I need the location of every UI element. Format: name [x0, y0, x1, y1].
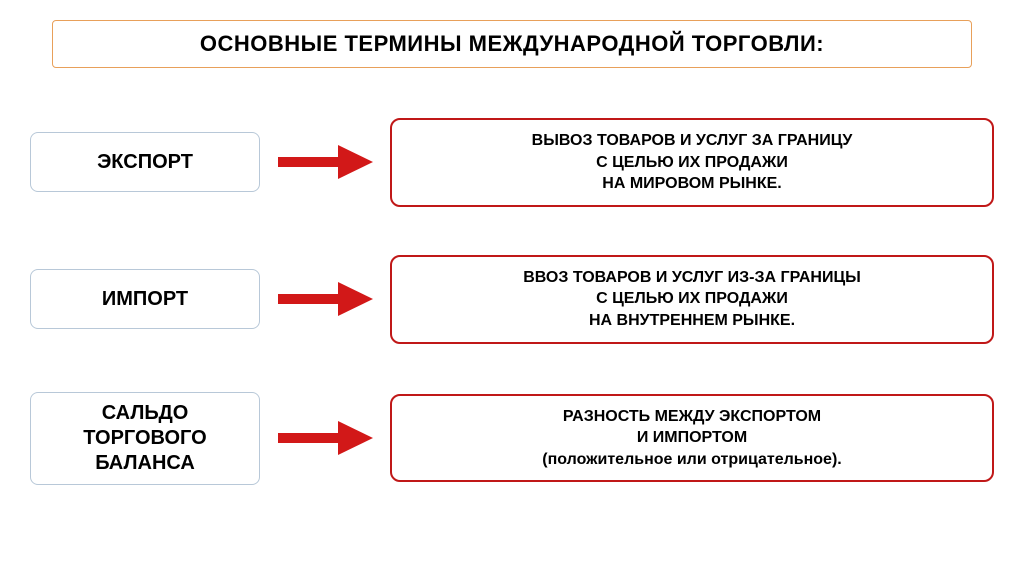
- definition-text: ВВОЗ ТОВАРОВ И УСЛУГ ИЗ-ЗА ГРАНИЦЫ С ЦЕЛ…: [523, 267, 861, 332]
- term-label: ЭКСПОРТ: [97, 150, 193, 175]
- term-box-import: ИМПОРТ: [30, 269, 260, 329]
- definition-box-export: ВЫВОЗ ТОВАРОВ И УСЛУГ ЗА ГРАНИЦУ С ЦЕЛЬЮ…: [390, 118, 994, 207]
- term-box-balance: САЛЬДО ТОРГОВОГО БАЛАНСА: [30, 392, 260, 485]
- title-box: ОСНОВНЫЕ ТЕРМИНЫ МЕЖДУНАРОДНОЙ ТОРГОВЛИ:: [52, 20, 972, 68]
- page-title: ОСНОВНЫЕ ТЕРМИНЫ МЕЖДУНАРОДНОЙ ТОРГОВЛИ:: [73, 31, 951, 57]
- term-box-export: ЭКСПОРТ: [30, 132, 260, 192]
- definition-box-import: ВВОЗ ТОВАРОВ И УСЛУГ ИЗ-ЗА ГРАНИЦЫ С ЦЕЛ…: [390, 255, 994, 344]
- definition-box-balance: РАЗНОСТЬ МЕЖДУ ЭКСПОРТОМ И ИМПОРТОМ (пол…: [390, 394, 994, 483]
- arrow-right-icon: [278, 282, 373, 316]
- term-label: ИМПОРТ: [102, 287, 188, 312]
- term-label: САЛЬДО ТОРГОВОГО БАЛАНСА: [83, 401, 206, 476]
- definition-text: РАЗНОСТЬ МЕЖДУ ЭКСПОРТОМ И ИМПОРТОМ (пол…: [542, 406, 841, 471]
- term-row: ИМПОРТ ВВОЗ ТОВАРОВ И УСЛУГ ИЗ-ЗА ГРАНИЦ…: [30, 255, 994, 344]
- arrow-right-icon: [278, 145, 373, 179]
- term-row: ЭКСПОРТ ВЫВОЗ ТОВАРОВ И УСЛУГ ЗА ГРАНИЦУ…: [30, 118, 994, 207]
- arrow-wrap: [260, 145, 390, 179]
- term-row: САЛЬДО ТОРГОВОГО БАЛАНСА РАЗНОСТЬ МЕЖДУ …: [30, 392, 994, 485]
- definition-text: ВЫВОЗ ТОВАРОВ И УСЛУГ ЗА ГРАНИЦУ С ЦЕЛЬЮ…: [532, 130, 853, 195]
- arrow-wrap: [260, 421, 390, 455]
- arrow-wrap: [260, 282, 390, 316]
- arrow-right-icon: [278, 421, 373, 455]
